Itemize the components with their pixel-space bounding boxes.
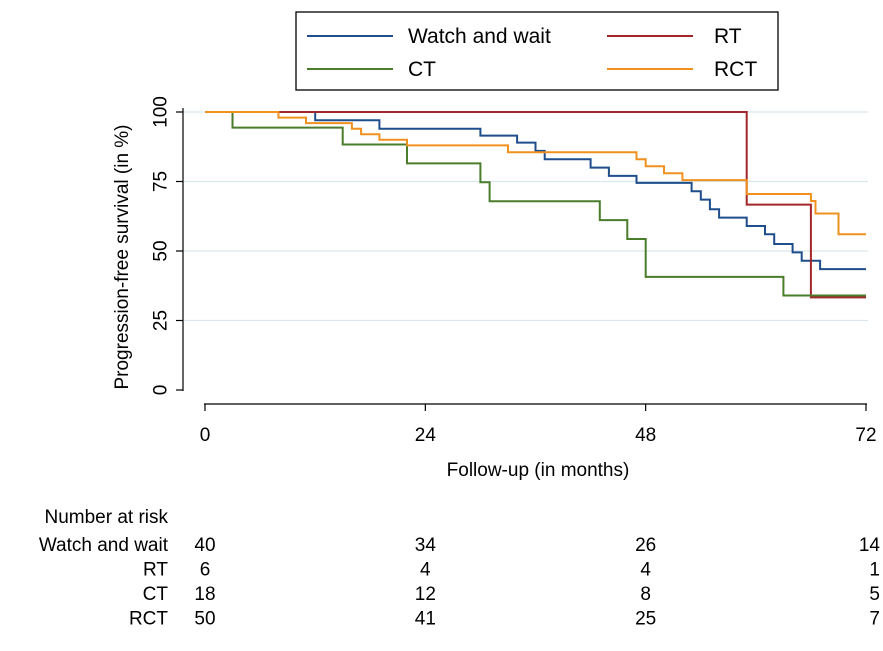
legend-label-watch-and-wait: Watch and wait [408, 25, 551, 48]
risk-value-rt-48: 4 [640, 560, 651, 581]
y-tick-label-75: 75 [151, 171, 172, 192]
risk-row-label-rt: RT [143, 560, 168, 581]
risk-value-rct-0: 50 [194, 609, 215, 630]
series-line-watch-and-wait [205, 111, 866, 271]
risk-table-title: Number at risk [44, 507, 168, 528]
risk-value-ct-0: 18 [194, 584, 215, 605]
risk-value-watch-and-wait-24: 34 [415, 535, 437, 556]
series-line-rct [205, 111, 866, 236]
y-axis-label: Progression-free survival (in %) [112, 124, 133, 389]
y-tick-label-25: 25 [151, 310, 172, 331]
x-tick-label-72: 72 [855, 425, 876, 446]
risk-row-label-watch-and-wait: Watch and wait [39, 535, 169, 556]
series-line-rt [205, 111, 866, 299]
risk-value-rt-0: 6 [200, 560, 211, 581]
y-tick-label-100: 100 [151, 96, 172, 128]
x-tick-label-24: 24 [415, 425, 437, 446]
x-tick-label-48: 48 [635, 425, 656, 446]
legend-label-rct: RCT [714, 58, 757, 81]
risk-value-ct-48: 8 [640, 584, 651, 605]
legend-box [295, 11, 779, 91]
y-tick-label-0: 0 [151, 385, 172, 396]
risk-value-rct-48: 25 [635, 609, 656, 630]
risk-value-rct-24: 41 [415, 609, 436, 630]
risk-value-watch-and-wait-72: 14 [859, 535, 881, 556]
risk-row-label-ct: CT [143, 584, 169, 605]
legend: Watch and wait RT CT RCT [307, 25, 757, 81]
legend-label-rt: RT [714, 25, 742, 48]
y-tick-label-50: 50 [151, 240, 172, 261]
risk-value-rct-72: 7 [869, 609, 880, 630]
axes: 0 25 50 75 100 0 24 48 72 [151, 96, 877, 446]
legend-label-ct: CT [408, 58, 436, 81]
risk-value-rt-24: 4 [420, 560, 431, 581]
risk-value-rt-72: 1 [869, 560, 880, 581]
series-line-ct [205, 111, 866, 297]
risk-value-watch-and-wait-48: 26 [635, 535, 656, 556]
risk-value-ct-72: 5 [869, 584, 880, 605]
series-lines [205, 111, 866, 299]
x-axis-label: Follow-up (in months) [447, 460, 630, 481]
risk-value-watch-and-wait-0: 40 [194, 535, 215, 556]
risk-value-ct-24: 12 [415, 584, 436, 605]
x-tick-label-0: 0 [200, 425, 211, 446]
risk-row-label-rct: RCT [129, 609, 168, 630]
